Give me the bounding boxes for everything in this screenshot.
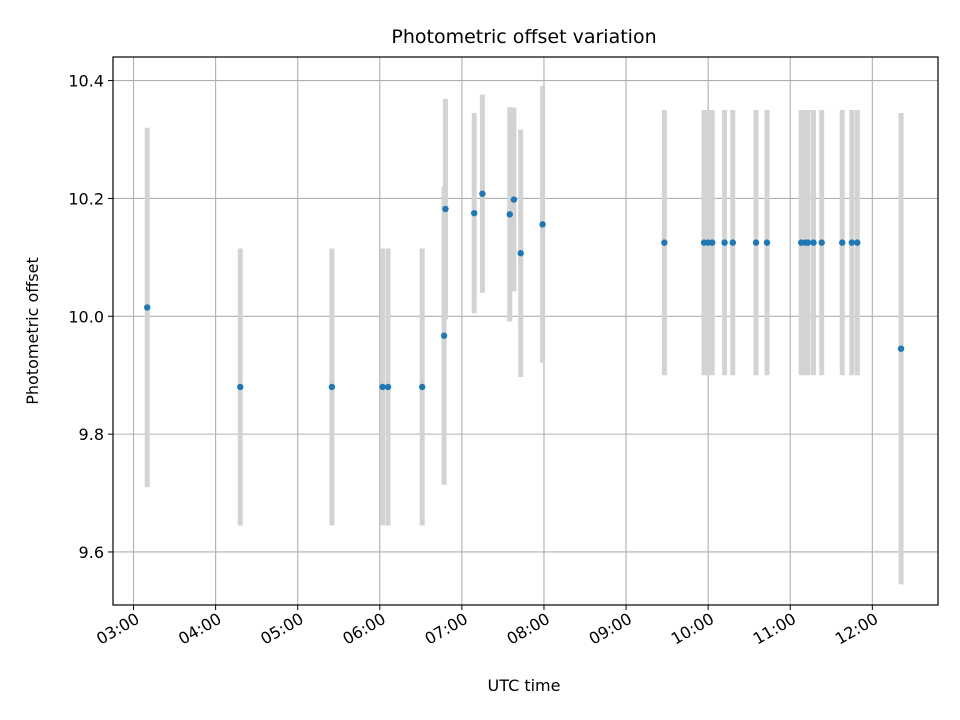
x-tick-label: 07:00	[421, 609, 470, 649]
data-point	[752, 239, 760, 246]
x-tick-label: 04:00	[175, 609, 224, 649]
data-point	[419, 383, 426, 391]
y-tick-label: 10.4	[68, 72, 104, 91]
data-point	[144, 304, 151, 311]
x-tick-label: 09:00	[586, 609, 635, 649]
data-point	[818, 239, 825, 246]
plot-area-frame	[112, 56, 939, 606]
data-point	[379, 383, 386, 391]
x-tick-label: 10:00	[668, 609, 717, 649]
data-point	[854, 239, 861, 246]
x-axis-title: UTC time	[488, 676, 561, 695]
y-tick-label: 9.8	[79, 425, 104, 444]
data-point	[237, 383, 244, 391]
y-axis-ticks: 9.6 9.8 10.0 10.2 10.4	[68, 72, 113, 562]
data-point	[729, 239, 736, 246]
y-tick-label: 9.6	[79, 543, 104, 562]
data-point	[384, 383, 392, 391]
data-points	[144, 190, 905, 391]
y-axis-title: Photometric offset	[23, 257, 42, 405]
data-point	[839, 239, 846, 246]
data-point	[539, 221, 546, 228]
data-point	[510, 196, 518, 203]
data-point	[810, 239, 817, 246]
x-tick-label: 03:00	[93, 609, 142, 649]
x-axis-ticks: 03:00 04:00 05:00 06:00 07:00 08:00 09:00 10:00…	[93, 605, 881, 649]
data-point	[848, 239, 856, 246]
data-point	[897, 345, 905, 352]
data-point	[506, 211, 513, 218]
data-point	[328, 383, 336, 391]
x-tick-label: 12:00	[832, 609, 881, 649]
error-bars	[144, 85, 904, 585]
x-tick-label: 05:00	[257, 609, 306, 649]
x-tick-label: 06:00	[339, 609, 388, 649]
x-tick-label: 08:00	[504, 609, 553, 649]
data-point	[470, 209, 478, 217]
data-point	[517, 250, 524, 257]
data-point	[440, 332, 448, 339]
data-point	[442, 205, 449, 213]
data-point	[661, 239, 668, 246]
data-point	[709, 239, 716, 246]
x-tick-label: 11:00	[750, 609, 799, 649]
data-point	[479, 190, 486, 197]
data-point	[721, 239, 728, 246]
chart-title: Photometric offset variation	[391, 26, 656, 48]
y-tick-label: 10.2	[68, 189, 104, 208]
data-point	[763, 239, 771, 246]
y-tick-label: 10.0	[68, 307, 104, 326]
data-point	[804, 239, 812, 246]
